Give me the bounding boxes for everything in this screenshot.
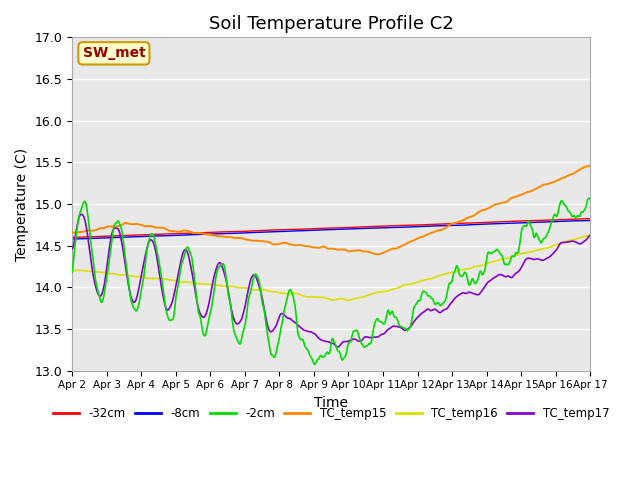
Legend: -32cm, -8cm, -2cm, TC_temp15, TC_temp16, TC_temp17: -32cm, -8cm, -2cm, TC_temp15, TC_temp16,… <box>49 402 614 425</box>
Text: SW_met: SW_met <box>83 47 145 60</box>
Y-axis label: Temperature (C): Temperature (C) <box>15 147 29 261</box>
Title: Soil Temperature Profile C2: Soil Temperature Profile C2 <box>209 15 454 33</box>
X-axis label: Time: Time <box>314 396 348 410</box>
